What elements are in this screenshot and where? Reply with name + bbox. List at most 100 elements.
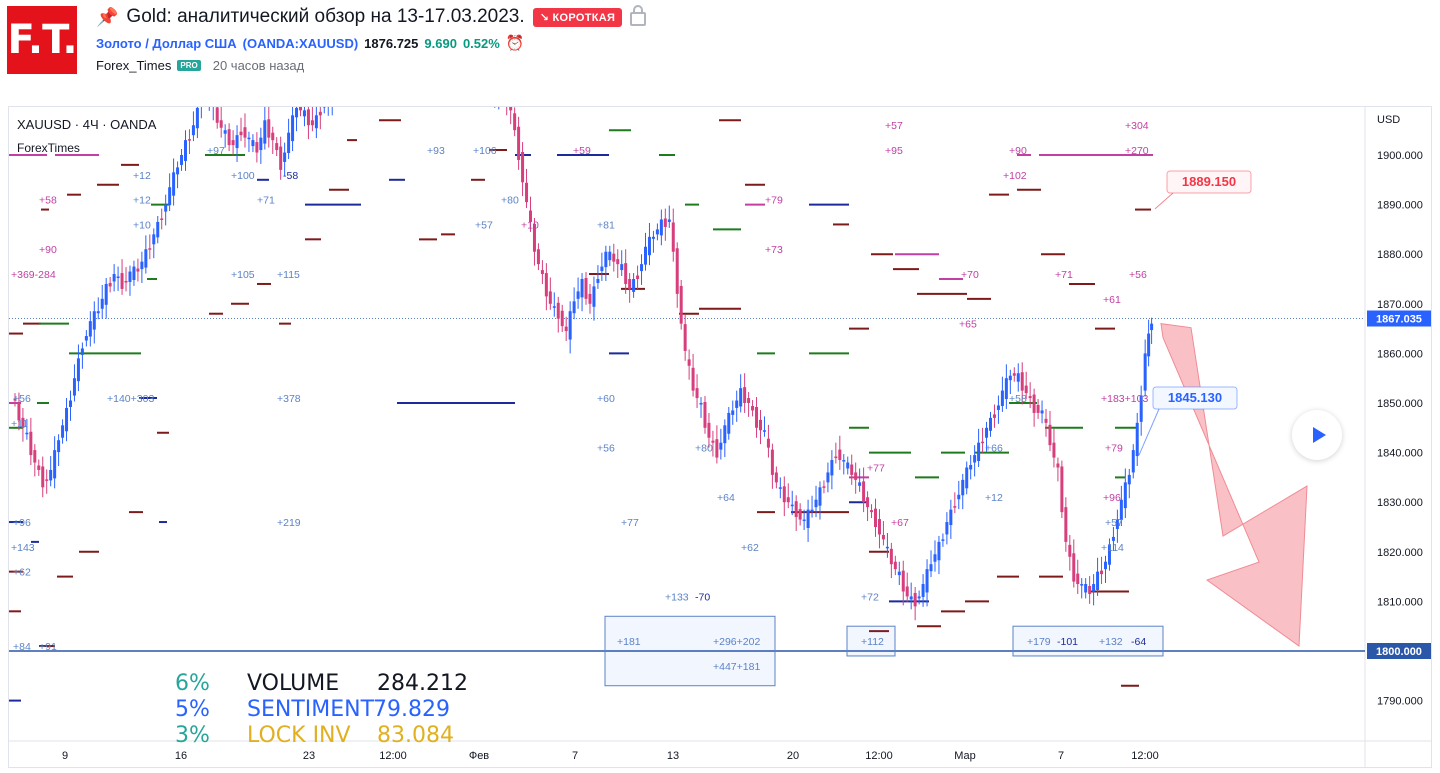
- candle-body: [600, 266, 604, 272]
- order-box-label: +179: [1027, 636, 1051, 648]
- candle-body: [1119, 499, 1123, 521]
- y-tick-label: 1830.000: [1377, 497, 1423, 509]
- order-annotation: +57: [1105, 517, 1123, 529]
- candle-body: [961, 479, 965, 496]
- candle-body: [144, 249, 148, 268]
- play-button[interactable]: [1292, 410, 1342, 460]
- candle-body: [525, 182, 529, 203]
- chart-frame[interactable]: 1900.000 1890.000 1880.000 1870.000 1860.000…: [8, 106, 1432, 768]
- support-price-tag: [1367, 643, 1431, 659]
- candle-body: [644, 246, 647, 265]
- candle-body: [731, 410, 735, 415]
- order-annotation: +106: [473, 145, 497, 157]
- candle-body: [168, 187, 172, 206]
- y-tick-label: 1860.000: [1377, 348, 1423, 360]
- price-callout-pointer: [1154, 192, 1174, 210]
- author-name[interactable]: Forex_Times: [96, 58, 172, 73]
- candle-body: [49, 469, 53, 481]
- x-tick-label: 7: [1058, 750, 1064, 762]
- candle-body: [1096, 571, 1100, 590]
- candle-body: [259, 137, 263, 151]
- candle-body: [925, 569, 929, 593]
- candle-body: [560, 310, 564, 327]
- stat-value: 284.212: [377, 671, 468, 696]
- candle-body: [651, 236, 655, 239]
- candle-body: [969, 465, 973, 470]
- order-annotation: +59: [573, 145, 591, 157]
- order-annotation: -70: [695, 591, 710, 603]
- symbol-link[interactable]: Золото / Доллар США: [96, 35, 237, 51]
- candle-body: [580, 279, 584, 298]
- candle-body: [604, 251, 608, 268]
- order-annotation: +62: [13, 567, 31, 579]
- candle-body: [1135, 422, 1139, 457]
- y-tick-label: 1840.000: [1377, 448, 1423, 460]
- candle-body: [941, 539, 945, 541]
- candle-body: [858, 482, 862, 486]
- candle-body: [1150, 323, 1154, 331]
- order-box: [1012, 625, 1164, 657]
- candle-body: [564, 326, 568, 332]
- candle-body: [191, 125, 195, 136]
- candle-body: [1044, 418, 1048, 423]
- candle-body: [782, 486, 786, 503]
- alert-clock-icon[interactable]: ⏰: [505, 35, 525, 52]
- x-tick-label: 12:00: [1131, 750, 1159, 762]
- candle-body: [1088, 586, 1092, 594]
- candle-body: [223, 130, 227, 134]
- support-price-tag-label: 1800.000: [1376, 646, 1422, 658]
- candle-body: [707, 422, 711, 438]
- order-box-label: +132: [1099, 636, 1123, 648]
- candle-body: [877, 519, 881, 535]
- candle-body: [21, 417, 25, 428]
- y-tick-label: 1850.000: [1377, 398, 1423, 410]
- order-annotation: +369-284: [11, 269, 56, 281]
- symbol-code-link[interactable]: (OANDA:XAUUSD): [242, 35, 359, 51]
- candle-body: [187, 139, 191, 141]
- price-callout-label: 1889.150: [1182, 174, 1236, 189]
- short-badge: ↘ КОРОТКАЯ: [532, 7, 623, 27]
- currency-label: USD: [1377, 114, 1400, 126]
- candle-body: [973, 455, 977, 463]
- candle-body: [850, 464, 854, 475]
- candle-body: [1000, 390, 1004, 406]
- candle-body: [128, 271, 132, 282]
- legend-symbol: XAUUSD · 4Ч · OANDA: [17, 117, 157, 132]
- order-annotation: +81: [597, 219, 615, 231]
- order-annotation: +80: [695, 443, 713, 455]
- order-annotation: +65: [959, 319, 977, 331]
- candle-body: [774, 472, 778, 483]
- candle-body: [683, 324, 687, 351]
- candle-body: [949, 509, 953, 526]
- candle-body: [818, 487, 822, 506]
- order-annotation: +105: [231, 269, 255, 281]
- forex-times-logo[interactable]: F.T.: [7, 6, 78, 74]
- order-annotation: +270: [1125, 145, 1149, 157]
- symbol-change: 9.690: [424, 35, 457, 51]
- price-chart[interactable]: 1900.000 1890.000 1880.000 1870.000 1860.000…: [9, 107, 1431, 767]
- order-annotation: +10: [133, 219, 151, 231]
- candle-body: [1104, 561, 1107, 570]
- candle-body: [1012, 373, 1016, 376]
- candle-body: [529, 210, 532, 222]
- order-annotation: +91: [39, 641, 57, 653]
- order-box-label: +447+181: [713, 661, 760, 673]
- order-annotation: +73: [765, 244, 783, 256]
- order-annotation: +102: [1003, 170, 1027, 182]
- candle-body: [180, 155, 184, 165]
- candle-body: [992, 414, 996, 418]
- candle-body: [798, 509, 802, 520]
- candle-body: [794, 501, 798, 518]
- order-annotation: -58: [283, 170, 298, 182]
- stat-label: SENTIMENT: [247, 697, 375, 722]
- candle-body: [901, 570, 905, 592]
- candle-body: [283, 152, 287, 162]
- order-box: [604, 615, 776, 687]
- order-annotation: +115: [277, 269, 300, 281]
- candle-body: [755, 406, 759, 428]
- candle-body: [671, 222, 675, 252]
- order-annotation: +80: [501, 195, 519, 207]
- last-price-tag-label: 1867.035: [1376, 314, 1422, 326]
- candle-body: [532, 223, 536, 252]
- candle-body: [116, 276, 120, 279]
